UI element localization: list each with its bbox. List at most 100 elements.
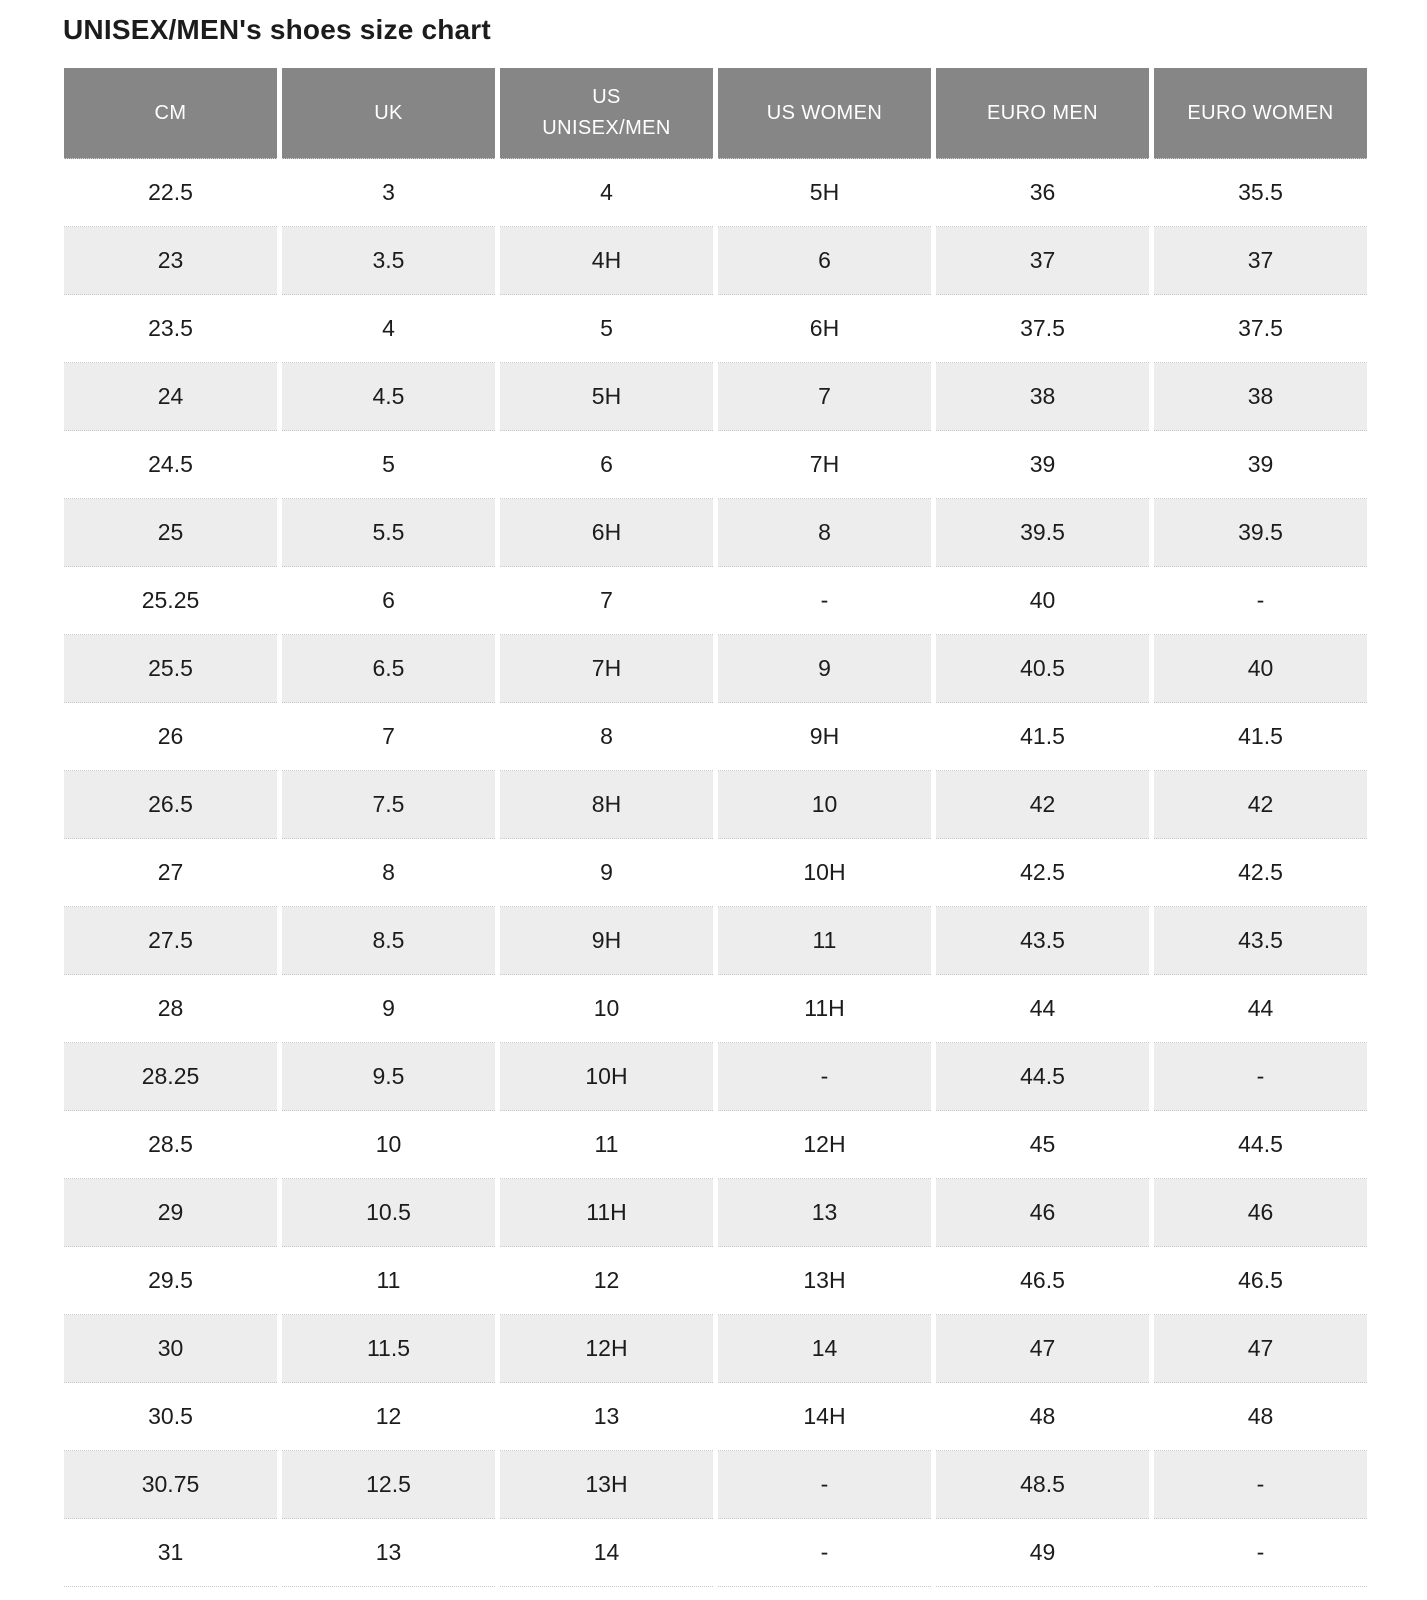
table-row: 27 8 9 10H 42.5 42.5 — [64, 839, 1367, 907]
table-cell: 42.5 — [1154, 839, 1367, 907]
table-cell: 9 — [282, 975, 495, 1043]
table-cell: 9 — [718, 635, 931, 703]
table-cell: 38 — [936, 363, 1149, 431]
table-cell: 41.5 — [1154, 703, 1367, 771]
table-cell: 26 — [64, 703, 277, 771]
column-header-us-women: US WOMEN — [718, 68, 931, 159]
table-cell: 8 — [500, 703, 713, 771]
table-cell: 23.5 — [64, 295, 277, 363]
table-cell: 5H — [718, 159, 931, 227]
table-cell: 7 — [500, 567, 713, 635]
page-title: UNISEX/MEN's shoes size chart — [63, 14, 491, 45]
table-cell: 11 — [500, 1111, 713, 1179]
table-cell: 29 — [64, 1179, 277, 1247]
table-cell: 40.5 — [936, 635, 1149, 703]
table-cell: 12.5 — [282, 1451, 495, 1519]
table-cell: 30.5 — [64, 1383, 277, 1451]
column-header-euro-men: EURO MEN — [936, 68, 1149, 159]
table-cell: - — [1154, 1451, 1367, 1519]
table-cell: - — [718, 567, 931, 635]
table-cell: 5 — [282, 431, 495, 499]
table-row: 28.5 10 11 12H 45 44.5 — [64, 1111, 1367, 1179]
table-cell: 6 — [718, 227, 931, 295]
table-row: 27.5 8.5 9H 11 43.5 43.5 — [64, 907, 1367, 975]
table-cell: 11.5 — [282, 1315, 495, 1383]
table-cell: 12H — [718, 1111, 931, 1179]
table-row: 29 10.5 11H 13 46 46 — [64, 1179, 1367, 1247]
table-cell: 8.5 — [282, 907, 495, 975]
table-cell: 37.5 — [1154, 295, 1367, 363]
table-cell: 47 — [936, 1315, 1149, 1383]
table-cell: 6H — [718, 295, 931, 363]
table-cell: 22.5 — [64, 159, 277, 227]
table-cell: 40 — [936, 567, 1149, 635]
table-row: 25.5 6.5 7H 9 40.5 40 — [64, 635, 1367, 703]
table-cell: - — [718, 1043, 931, 1111]
table-header: CM UK US UNISEX/MEN US WOMEN EURO MEN EURO WO… — [64, 68, 1367, 159]
table-cell: 46.5 — [936, 1247, 1149, 1315]
table-cell: 6.5 — [282, 635, 495, 703]
table-cell: 48 — [1154, 1383, 1367, 1451]
table-cell: 43.5 — [936, 907, 1149, 975]
table-cell: 24.5 — [64, 431, 277, 499]
table-cell: 10 — [718, 771, 931, 839]
table-cell: 11H — [718, 975, 931, 1043]
table-cell: 7 — [282, 703, 495, 771]
table-cell: 28.5 — [64, 1111, 277, 1179]
table-cell: 13 — [282, 1519, 495, 1587]
table-row: 23.5 4 5 6H 37.5 37.5 — [64, 295, 1367, 363]
table-cell: 27.5 — [64, 907, 277, 975]
table-cell: 7H — [500, 635, 713, 703]
table-cell: 48.5 — [936, 1451, 1149, 1519]
table-cell: 48 — [936, 1383, 1149, 1451]
table-cell: 9 — [500, 839, 713, 907]
table-cell: 36 — [936, 159, 1149, 227]
table-cell: 5 — [500, 295, 713, 363]
table-row: 29.5 11 12 13H 46.5 46.5 — [64, 1247, 1367, 1315]
table-cell: 11 — [282, 1247, 495, 1315]
table-body: 22.5 3 4 5H 36 35.5 23 3.5 4H 6 37 37 23.5 4 5 6H 37.5 37… — [64, 159, 1367, 1587]
table-cell: 44.5 — [1154, 1111, 1367, 1179]
table-cell: 49 — [936, 1519, 1149, 1587]
table-cell: 40 — [1154, 635, 1367, 703]
table-cell: 9H — [500, 907, 713, 975]
column-header-us-unisex-men: US UNISEX/MEN — [500, 68, 713, 159]
table-cell: 35.5 — [1154, 159, 1367, 227]
table-row: 30 11.5 12H 14 47 47 — [64, 1315, 1367, 1383]
table-cell: 8 — [282, 839, 495, 907]
table-cell: 44 — [1154, 975, 1367, 1043]
table-cell: 39.5 — [936, 499, 1149, 567]
table-cell: 30 — [64, 1315, 277, 1383]
table-row: 31 13 14-49- — [64, 1519, 1367, 1587]
table-cell: 12 — [500, 1247, 713, 1315]
table-row: 24 4.5 5H 7 38 38 — [64, 363, 1367, 431]
table-row: 28 9 10 11H 44 44 — [64, 975, 1367, 1043]
table-row: 24.5 5 6 7H 39 39 — [64, 431, 1367, 499]
table-cell: 5H — [500, 363, 713, 431]
table-row: 23 3.5 4H 6 37 37 — [64, 227, 1367, 295]
table-cell: 44 — [936, 975, 1149, 1043]
table-cell: 3.5 — [282, 227, 495, 295]
table-cell: 46 — [936, 1179, 1149, 1247]
table-cell: 6H — [500, 499, 713, 567]
table-cell: 11 — [718, 907, 931, 975]
table-cell: - — [718, 1451, 931, 1519]
table-cell: 8H — [500, 771, 713, 839]
table-row: 28.25 9.5 10H -44.5- — [64, 1043, 1367, 1111]
table-row: 26 7 8 9H 41.5 41.5 — [64, 703, 1367, 771]
table-cell: 46.5 — [1154, 1247, 1367, 1315]
table-cell: 44.5 — [936, 1043, 1149, 1111]
table-cell: 12H — [500, 1315, 713, 1383]
column-header-euro-women: EURO WOMEN — [1154, 68, 1367, 159]
table-cell: 4 — [500, 159, 713, 227]
table-cell: - — [718, 1519, 931, 1587]
table-cell: 25.25 — [64, 567, 277, 635]
table-cell: 7H — [718, 431, 931, 499]
table-header-row: CM UK US UNISEX/MEN US WOMEN EURO MEN EURO WO… — [64, 68, 1367, 159]
table-cell: 37 — [936, 227, 1149, 295]
table-cell: 45 — [936, 1111, 1149, 1179]
table-cell: 13H — [718, 1247, 931, 1315]
table-cell: 39.5 — [1154, 499, 1367, 567]
table-row: 26.5 7.5 8H 10 42 42 — [64, 771, 1367, 839]
